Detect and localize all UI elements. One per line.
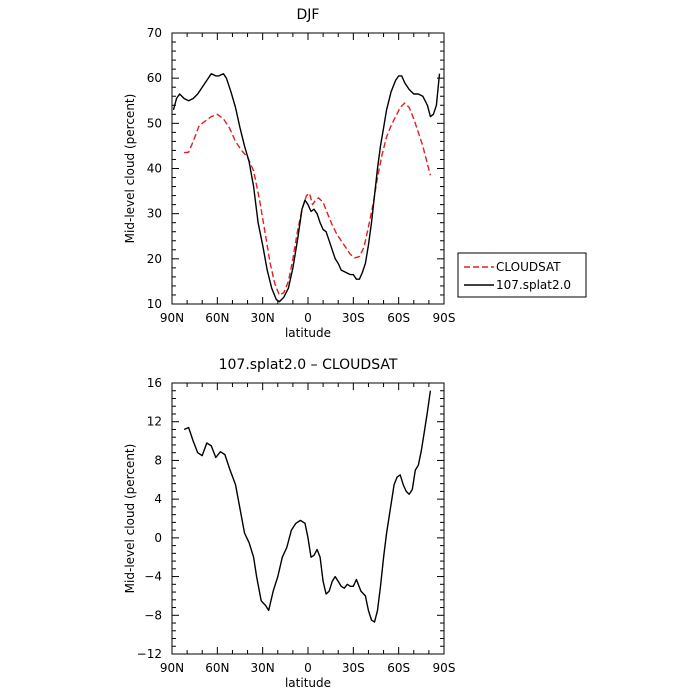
x-tick-label: 90N xyxy=(160,661,184,675)
y-tick-label: 70 xyxy=(147,26,162,40)
x-axis-label: latitude xyxy=(285,676,331,690)
y-axis-label: Mid-level cloud (percent) xyxy=(123,444,137,594)
chart-title: DJF xyxy=(297,7,320,23)
x-tick-label: 90S xyxy=(433,661,456,675)
y-tick-label: −8 xyxy=(144,608,162,622)
y-tick-label: 60 xyxy=(147,71,162,85)
y-tick-label: 8 xyxy=(154,453,162,467)
legend: CLOUDSAT 107.splat2.0 xyxy=(457,252,587,298)
legend-label-1: 107.splat2.0 xyxy=(496,278,571,292)
legend-box xyxy=(457,252,587,298)
chart-djf: DJF 90N 60N 30N 0 30S 60S 90S 10 20 30 40 50 60 70 lati… xyxy=(123,7,455,340)
y-tick-label: 0 xyxy=(154,531,162,545)
y-tick-label: 30 xyxy=(147,207,162,221)
x-tick-label: 90N xyxy=(160,311,184,325)
x-tick-label: 60S xyxy=(387,661,410,675)
y-tick-label: 10 xyxy=(147,297,162,311)
y-tick-label: 16 xyxy=(147,376,162,390)
plot-frame xyxy=(171,32,445,305)
y-tick-label: 20 xyxy=(147,252,162,266)
x-tick-label: 60N xyxy=(205,311,229,325)
x-tick-label: 0 xyxy=(304,311,312,325)
x-tick-label: 30S xyxy=(342,311,365,325)
x-tick-label: 60S xyxy=(387,311,410,325)
y-tick-label: 50 xyxy=(147,116,162,130)
series-line-0 xyxy=(183,390,432,623)
x-tick-label: 30N xyxy=(251,311,275,325)
x-tick-label: 0 xyxy=(304,661,312,675)
y-axis-label: Mid-level cloud (percent) xyxy=(123,94,137,244)
x-tick-label: 30N xyxy=(251,661,275,675)
y-tick-label: 40 xyxy=(147,162,162,176)
x-tick-label: 90S xyxy=(433,311,456,325)
chart-title: 107.splat2.0 – CLOUDSAT xyxy=(219,357,398,373)
series-line-1 xyxy=(172,73,441,303)
y-tick-label: 12 xyxy=(147,415,162,429)
x-tick-label: 30S xyxy=(342,661,365,675)
series-line-0 xyxy=(184,102,432,296)
legend-label-0: CLOUDSAT xyxy=(496,260,561,274)
y-tick-label: 4 xyxy=(154,492,162,506)
y-tick-label: −4 xyxy=(144,570,162,584)
x-axis-label: latitude xyxy=(285,326,331,340)
plot-frame xyxy=(171,382,445,655)
chart-difference: 107.splat2.0 – CLOUDSAT 90N 60N 30N 0 30S 60S 9… xyxy=(123,357,455,690)
x-tick-label: 60N xyxy=(205,661,229,675)
y-tick-label: −12 xyxy=(137,647,162,661)
